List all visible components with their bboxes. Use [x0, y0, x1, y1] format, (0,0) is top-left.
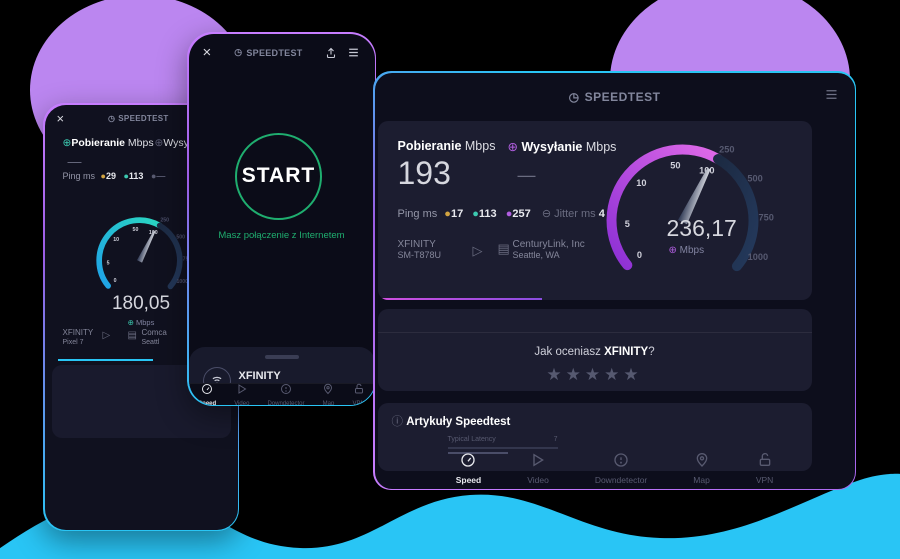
svg-text:0: 0	[113, 277, 116, 283]
svg-text:10: 10	[113, 237, 119, 243]
svg-text:250: 250	[719, 144, 734, 154]
svg-text:10: 10	[636, 178, 646, 188]
svg-text:50: 50	[670, 160, 680, 170]
svg-text:5: 5	[106, 260, 109, 266]
svg-text:0: 0	[636, 250, 641, 260]
svg-text:1000: 1000	[747, 252, 768, 262]
svg-text:5: 5	[624, 219, 629, 229]
svg-text:250: 250	[160, 217, 169, 223]
svg-text:1000: 1000	[176, 278, 188, 284]
svg-text:50: 50	[132, 226, 138, 232]
svg-text:750: 750	[758, 212, 773, 222]
svg-text:500: 500	[747, 173, 762, 183]
svg-text:500: 500	[176, 234, 185, 240]
